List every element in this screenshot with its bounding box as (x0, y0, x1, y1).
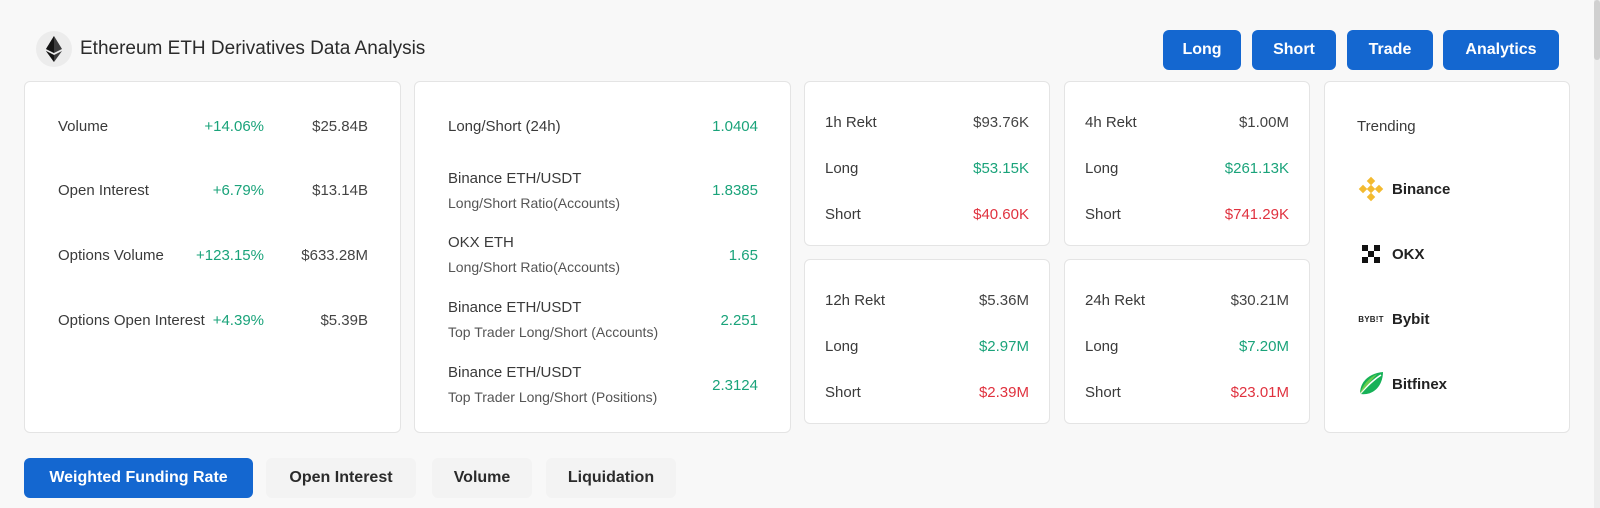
rekt-short-value: $2.39M (978, 384, 1029, 401)
page-title: Ethereum ETH Derivatives Data Analysis (80, 38, 426, 59)
short-button[interactable]: Short (1252, 30, 1336, 70)
rekt-total: $5.36M (978, 292, 1029, 309)
stat-value: $5.39B (320, 312, 368, 329)
bybit-logo-text: BYB!T (1358, 314, 1384, 324)
bybit-icon: BYB!T (1357, 305, 1385, 333)
rekt-title: 1h Rekt (825, 114, 877, 131)
rekt-title: 24h Rekt (1085, 292, 1146, 309)
rekt-short-label: Short (825, 384, 861, 401)
ratio-value: 1.8385 (712, 182, 758, 199)
rekt-short-label: Short (1085, 384, 1121, 401)
ratio-value: 2.251 (720, 312, 758, 329)
rekt-1h-card: 1h Rekt $93.76K Long $53.15K Short $40.6… (804, 81, 1050, 246)
stat-change: +6.79% (212, 182, 264, 199)
stat-label: Options Open Interest (58, 312, 205, 329)
ratio-sublabel: Top Trader Long/Short (Accounts) (448, 324, 659, 340)
rekt-short-value: $741.29K (1224, 206, 1289, 223)
binance-icon (1357, 175, 1385, 203)
okx-icon (1357, 240, 1385, 268)
ratio-sublabel: Long/Short Ratio(Accounts) (448, 259, 620, 275)
rekt-short-value: $40.60K (973, 206, 1029, 223)
ratio-value: 1.65 (728, 247, 758, 264)
ratio-value: 1.0404 (712, 118, 758, 135)
rekt-short-label: Short (825, 206, 861, 223)
rekt-short-label: Short (1085, 206, 1121, 223)
rekt-title: 12h Rekt (825, 292, 886, 309)
rekt-24h-card: 24h Rekt $30.21M Long $7.20M Short $23.0… (1064, 259, 1310, 424)
ratio-sublabel: Long/Short Ratio(Accounts) (448, 195, 620, 211)
scrollbar[interactable] (1594, 0, 1600, 508)
rekt-long-label: Long (825, 338, 859, 355)
scrollbar-thumb[interactable] (1594, 0, 1600, 60)
stat-value: $633.28M (301, 247, 368, 264)
rekt-long-value: $53.15K (973, 160, 1029, 177)
tab-liquidation[interactable]: Liquidation (546, 458, 676, 498)
rekt-short-value: $23.01M (1230, 384, 1289, 401)
rekt-total: $1.00M (1238, 114, 1289, 131)
long-short-ratios-card: Long/Short (24h) 1.0404 Binance ETH/USDT… (414, 81, 791, 433)
trending-item-okx[interactable]: OKX (1357, 236, 1425, 272)
trending-name: Bitfinex (1392, 375, 1448, 393)
trending-name: Bybit (1392, 310, 1430, 328)
stat-label: Options Volume (58, 247, 164, 264)
ratio-label: Binance ETH/USDT (448, 299, 582, 316)
ratio-label: OKX ETH (448, 234, 514, 251)
rekt-long-value: $2.97M (978, 338, 1029, 355)
trending-card: Trending Binance (1324, 81, 1570, 433)
stat-label: Volume (58, 118, 109, 135)
ratio-label: Long/Short (24h) (448, 118, 561, 135)
rekt-long-value: $7.20M (1238, 338, 1289, 355)
trending-item-bitfinex[interactable]: Bitfinex (1357, 366, 1447, 402)
rekt-total: $93.76K (973, 114, 1029, 131)
trending-name: OKX (1392, 245, 1425, 263)
rekt-long-value: $261.13K (1224, 160, 1289, 177)
stat-value: $25.84B (312, 118, 368, 135)
tab-weighted-funding-rate[interactable]: Weighted Funding Rate (24, 458, 253, 498)
trending-name: Binance (1392, 180, 1451, 198)
ratio-label: Binance ETH/USDT (448, 364, 582, 381)
stat-change: +4.39% (212, 312, 264, 329)
ratio-label: Binance ETH/USDT (448, 170, 582, 187)
trending-item-bybit[interactable]: BYB!T Bybit (1357, 301, 1430, 337)
page-header: Ethereum ETH Derivatives Data Analysis L… (0, 0, 1600, 80)
stat-label: Open Interest (58, 182, 149, 199)
rekt-4h-card: 4h Rekt $1.00M Long $261.13K Short $741.… (1064, 81, 1310, 246)
trending-title: Trending (1357, 118, 1416, 135)
ethereum-icon (36, 31, 72, 67)
rekt-title: 4h Rekt (1085, 114, 1137, 131)
long-button[interactable]: Long (1163, 30, 1241, 70)
market-stats-card: Volume +14.06% $25.84B Open Interest +6.… (24, 81, 401, 433)
stat-value: $13.14B (312, 182, 368, 199)
stat-change: +14.06% (204, 118, 264, 135)
rekt-total: $30.21M (1230, 292, 1289, 309)
ratio-value: 2.3124 (712, 377, 758, 394)
rekt-long-label: Long (825, 160, 859, 177)
tab-volume[interactable]: Volume (432, 458, 532, 498)
trending-item-binance[interactable]: Binance (1357, 171, 1450, 207)
rekt-12h-card: 12h Rekt $5.36M Long $2.97M Short $2.39M (804, 259, 1050, 424)
tab-open-interest[interactable]: Open Interest (266, 458, 416, 498)
rekt-long-label: Long (1085, 160, 1119, 177)
ratio-sublabel: Top Trader Long/Short (Positions) (448, 389, 658, 405)
bitfinex-icon (1357, 370, 1385, 398)
analytics-button[interactable]: Analytics (1443, 30, 1559, 70)
rekt-long-label: Long (1085, 338, 1119, 355)
stat-change: +123.15% (196, 247, 264, 264)
trade-button[interactable]: Trade (1347, 30, 1433, 70)
